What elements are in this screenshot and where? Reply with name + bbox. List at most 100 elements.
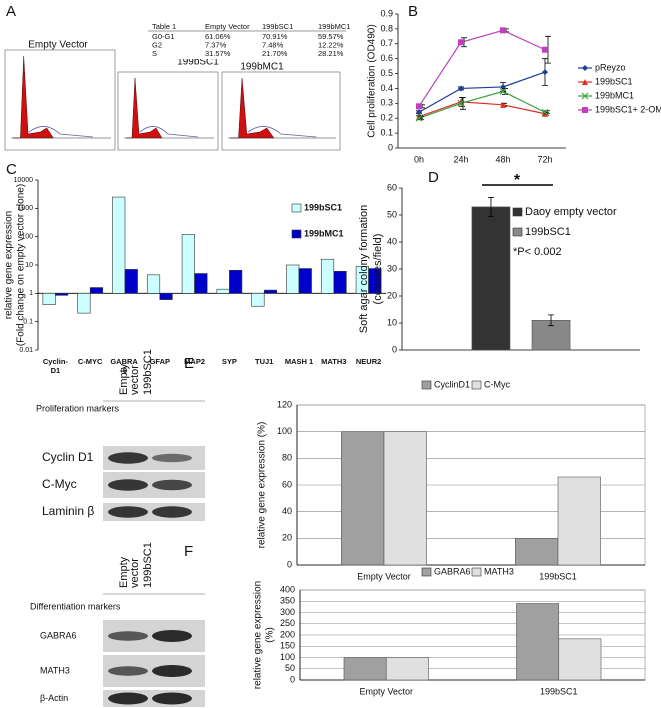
x-tick-label: MATH3	[321, 357, 346, 366]
y-axis-title: (Fold change on empty vector clone)	[16, 184, 27, 346]
bar	[146, 274, 161, 294]
x-tick-label: 0h	[414, 154, 424, 164]
y-tick-label: 0.2	[380, 113, 393, 123]
blot-column-label: 199bSC1	[142, 542, 154, 588]
y-tick-label: 0.4	[380, 83, 393, 93]
y-tick-label: 0	[388, 142, 393, 152]
bar	[368, 268, 382, 294]
marker	[416, 109, 422, 116]
x-tick-label: 72h	[537, 154, 552, 164]
y-tick-label: 30	[387, 263, 397, 273]
legend-label: GABRA6	[434, 566, 471, 576]
y-tick-label: 10	[25, 262, 33, 269]
y-tick-label: 40	[282, 506, 292, 516]
table-cell: 61.06%	[205, 32, 231, 41]
marker	[582, 107, 588, 113]
y-tick-label: 0.1	[23, 319, 33, 326]
histogram-frame	[117, 71, 219, 151]
line	[418, 71, 546, 113]
table-cell: 7.48%	[262, 40, 284, 49]
blot-column-label: Empty vector	[118, 361, 141, 395]
table-cell: S	[152, 49, 157, 58]
panel-label: A	[6, 3, 16, 20]
y-tick-label: 20	[282, 533, 292, 543]
x-tick-label: Empty Vector	[357, 571, 411, 581]
marker	[500, 27, 506, 34]
legend-swatch	[291, 229, 302, 239]
table-cell: 12.22%	[318, 40, 344, 49]
legend-swatch	[421, 380, 432, 390]
legend-swatch	[291, 203, 302, 213]
blot-row-label: GABRA6	[40, 630, 77, 640]
x-tick-label: 199bSC1	[539, 571, 577, 581]
x-tick-label: C-MYC	[78, 357, 103, 366]
y-tick-label: 400	[280, 584, 295, 594]
legend-label: 199bSC1+ 2-OM	[595, 104, 661, 114]
y-tick-label: 0.7	[380, 38, 393, 48]
y-axis-title: relative gene expression	[253, 581, 264, 689]
bar	[263, 289, 278, 294]
blot-row-label: MATH3	[40, 665, 70, 675]
histogram-fit	[247, 126, 317, 138]
y-tick-label: 120	[277, 399, 292, 409]
y-tick-label: 20	[387, 290, 397, 300]
legend-swatch	[512, 227, 523, 237]
x-tick-label: TUJ1	[255, 357, 273, 366]
y-tick-label: 0.8	[380, 23, 393, 33]
table-cell: G2	[152, 40, 162, 49]
y-tick-label: 100	[280, 652, 295, 662]
y-tick-label: 80	[282, 453, 292, 463]
bar	[89, 287, 104, 294]
y-tick-label: 0.01	[19, 347, 33, 354]
table-header: Table 1	[152, 22, 176, 31]
y-tick-label: 1000	[17, 205, 33, 212]
marker	[415, 114, 423, 122]
table-cell: 70.91%	[262, 32, 288, 41]
blot-band	[152, 506, 192, 518]
marker	[542, 69, 548, 76]
histogram-frame	[4, 49, 116, 151]
error-bar	[460, 96, 466, 110]
table-header: 199bSC1	[262, 22, 293, 31]
y-tick-label: 60	[282, 479, 292, 489]
blot-band	[108, 666, 148, 676]
annotation: *	[514, 172, 521, 189]
y-tick-label: 0.5	[380, 68, 393, 78]
blot-band	[108, 506, 148, 518]
y-axis-title: (%)	[265, 627, 276, 643]
bar	[471, 206, 511, 351]
x-tick-label: GFAP	[150, 357, 170, 366]
table-cell: 59.57%	[318, 32, 344, 41]
legend-label: 199bSC1	[525, 226, 571, 238]
error-bar	[548, 314, 555, 327]
marker	[457, 99, 465, 107]
bar	[341, 431, 385, 566]
table-cell: 28.21%	[318, 49, 344, 58]
marker	[581, 92, 589, 100]
bar	[112, 196, 126, 294]
histogram-fit	[139, 126, 199, 138]
table-cell: 21.70%	[262, 49, 288, 58]
legend-label: CyclinD1	[434, 379, 470, 389]
bar	[124, 269, 138, 294]
blot-row-label: Cyclin D1	[42, 450, 94, 464]
y-tick-label: 0	[392, 344, 397, 354]
y-tick-label: 150	[280, 641, 295, 651]
y-tick-label: 0	[290, 674, 295, 684]
blot-heading: Differentiation markers	[30, 601, 121, 611]
y-axis-title: Cell proliferation (OD490)	[367, 24, 378, 137]
error-bar	[487, 197, 494, 217]
y-tick-label: 100	[277, 426, 292, 436]
y-tick-label: 0	[287, 559, 292, 569]
marker	[582, 65, 588, 71]
bar	[516, 603, 560, 681]
bar	[194, 273, 208, 294]
histogram-fit	[28, 126, 94, 138]
x-tick-label: 48h	[495, 154, 510, 164]
blot-band	[108, 479, 148, 491]
bar	[383, 431, 427, 566]
panel-label: B	[408, 3, 418, 20]
blot-band	[108, 631, 148, 641]
y-tick-label: 0.9	[380, 8, 393, 18]
annotation: *P< 0.002	[513, 246, 562, 258]
